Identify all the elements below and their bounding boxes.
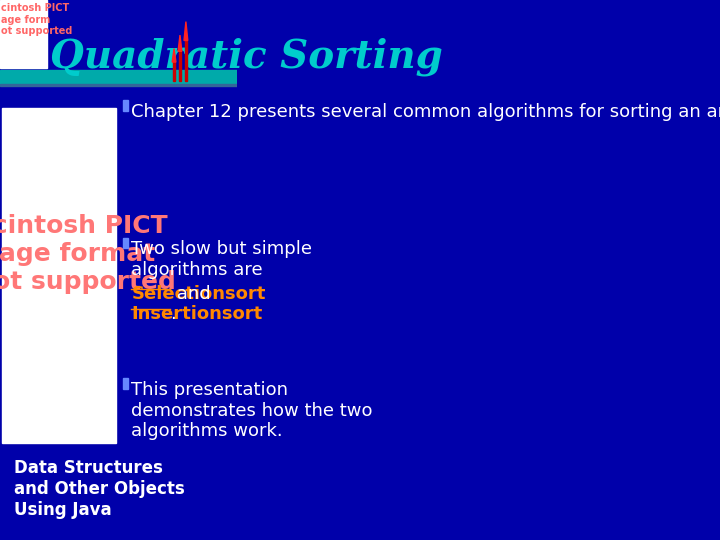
Bar [185,40,187,81]
Polygon shape [178,35,182,51]
Bar [123,100,128,111]
Bar [179,51,181,81]
Text: Macintosh PICT
image format
is not supported: Macintosh PICT image format is not suppo… [0,214,176,294]
Text: and: and [171,285,210,302]
Bar [2,108,116,443]
Bar [0,0,48,68]
Text: Selectionsort: Selectionsort [132,285,266,302]
Text: Two slow but simple
algorithms are: Two slow but simple algorithms are [132,240,312,279]
Text: Quadratic Sorting: Quadratic Sorting [50,37,443,76]
Bar [123,238,128,248]
Polygon shape [184,22,188,40]
Bar [123,378,128,389]
Text: Insertionsort: Insertionsort [132,305,263,323]
Bar [173,62,175,81]
Polygon shape [172,49,176,62]
Text: .: . [171,305,176,323]
Text: Chapter 12 presents several common algorithms for sorting an array of integers.: Chapter 12 presents several common algor… [132,103,720,120]
Bar [0,70,237,84]
Bar [0,84,237,86]
Text: Data Structures
and Other Objects
Using Java: Data Structures and Other Objects Using … [14,459,185,518]
Text: cintosh PICT
age form
ot supported: cintosh PICT age form ot supported [1,3,72,36]
Text: This presentation
demonstrates how the two
algorithms work.: This presentation demonstrates how the t… [132,381,373,440]
